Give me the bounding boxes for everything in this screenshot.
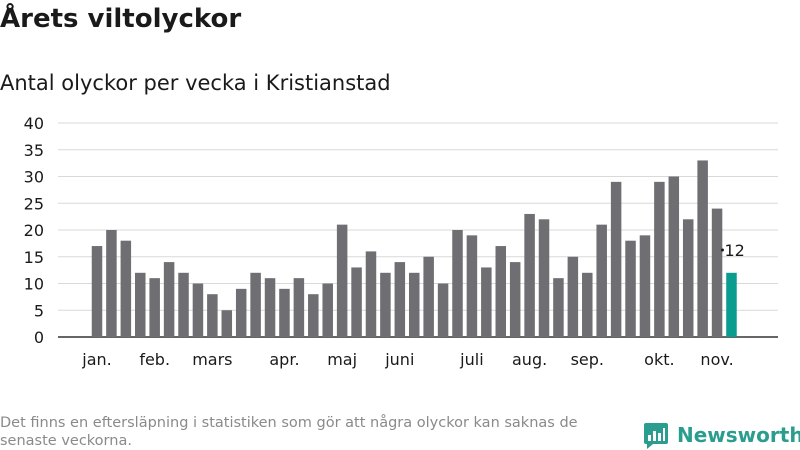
- bar: [524, 213, 535, 337]
- y-tick-label: 0: [34, 328, 44, 347]
- annotation-dot: [720, 248, 724, 252]
- bar: [639, 235, 651, 337]
- bar: [322, 283, 333, 337]
- bar: [452, 230, 463, 337]
- bar: [538, 219, 550, 337]
- bar: [293, 278, 305, 337]
- bar: [481, 267, 492, 337]
- footnote: Det finns en eftersläpning i statistiken…: [0, 415, 578, 449]
- y-tick-label: 15: [24, 248, 44, 267]
- y-tick-label: 5: [34, 301, 44, 320]
- data-label-latest: 12: [724, 241, 744, 260]
- bar: [408, 272, 420, 337]
- bars: [91, 160, 737, 337]
- bar: [582, 272, 593, 337]
- brand-name: Newsworthy: [677, 423, 800, 447]
- x-tick-label-month: feb.: [139, 350, 170, 369]
- bar: [106, 230, 117, 337]
- bar: [365, 251, 377, 337]
- bar: [178, 272, 189, 337]
- bar-latest-week: [726, 272, 737, 337]
- bar: [192, 283, 204, 337]
- y-tick-label: 20: [24, 221, 44, 240]
- y-axis: 0 5 10 15 20 25 30 35 40: [24, 114, 44, 347]
- bar: [380, 272, 391, 337]
- x-tick-label-month: juni: [384, 350, 414, 369]
- bar: [235, 288, 247, 337]
- bar: [509, 262, 521, 337]
- x-tick-label-month: maj: [327, 350, 357, 369]
- bar: [308, 294, 319, 337]
- bar: [91, 246, 103, 337]
- bar: [250, 272, 261, 337]
- bar: [553, 278, 564, 337]
- bar: [495, 246, 507, 337]
- chart-title: Årets viltolyckor: [0, 4, 242, 34]
- bar: [149, 278, 160, 337]
- bar: [279, 288, 290, 337]
- x-tick-label-month: mars: [192, 350, 232, 369]
- y-tick-label: 40: [24, 114, 44, 133]
- chart-subtitle: Antal olyckor per vecka i Kristianstad: [0, 71, 391, 95]
- bar: [207, 294, 218, 337]
- bar: [466, 235, 478, 337]
- annotations: 12: [720, 241, 745, 260]
- x-tick-label-month: apr.: [269, 350, 299, 369]
- bar: [697, 160, 708, 337]
- bar: [120, 240, 132, 337]
- x-tick-label-month: aug.: [512, 350, 547, 369]
- bar: [567, 256, 579, 337]
- y-tick-label: 10: [24, 275, 44, 294]
- bar-chart: 0 5 10 15 20 25 30 35 40 jan. feb. mars apr. maj juni…: [24, 114, 778, 369]
- bar: [596, 224, 607, 337]
- bar: [351, 267, 362, 337]
- x-tick-label-month: okt.: [644, 350, 674, 369]
- y-tick-label: 35: [24, 141, 44, 160]
- x-tick-label-month: juli: [459, 350, 483, 369]
- bar: [437, 283, 449, 337]
- bar: [336, 224, 348, 337]
- bar: [163, 262, 175, 337]
- x-tick-label-month: sep.: [571, 350, 604, 369]
- x-tick-label-month: nov.: [700, 350, 733, 369]
- bar: [654, 181, 665, 337]
- bar: [711, 208, 723, 337]
- bar: [394, 262, 406, 337]
- bar: [423, 256, 434, 337]
- bar: [625, 240, 636, 337]
- bar: [668, 176, 680, 337]
- x-axis: jan. feb. mars apr. maj juni juli aug. sep. okt. n…: [81, 350, 733, 369]
- bar: [221, 310, 233, 337]
- bar: [610, 181, 622, 337]
- x-tick-label-month: jan.: [81, 350, 111, 369]
- newsworthy-logo-icon: [644, 422, 668, 449]
- bar: [135, 272, 146, 337]
- brand[interactable]: Newsworthy: [644, 420, 800, 450]
- bar: [264, 278, 276, 337]
- y-tick-label: 30: [24, 168, 44, 187]
- y-tick-label: 25: [24, 194, 44, 213]
- bar: [682, 219, 694, 337]
